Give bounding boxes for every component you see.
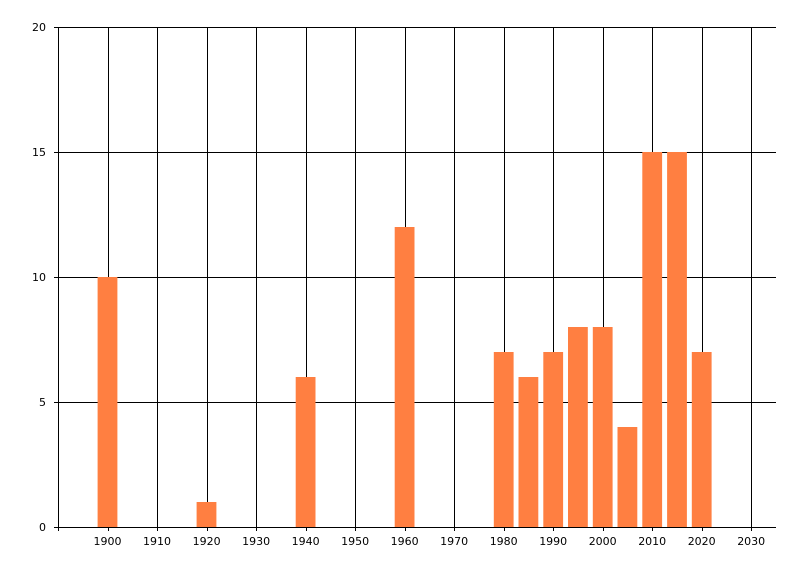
bar [493, 352, 514, 527]
bar [543, 352, 564, 527]
bar [295, 377, 316, 527]
y-tick-label: 20 [32, 21, 46, 34]
x-tick-label: 1970 [440, 535, 468, 548]
x-tick-label: 2030 [737, 535, 765, 548]
x-tick-label: 1920 [193, 535, 221, 548]
bar [97, 277, 118, 527]
bar [196, 502, 217, 527]
axes [54, 27, 776, 531]
bar [642, 152, 663, 527]
x-tick-label: 1950 [341, 535, 369, 548]
bar [617, 427, 638, 527]
bar [592, 327, 613, 527]
bar [518, 377, 539, 527]
x-tick-label: 1980 [490, 535, 518, 548]
x-tick-label: 2000 [589, 535, 617, 548]
x-tick-label: 2020 [688, 535, 716, 548]
x-tick-label: 1930 [242, 535, 270, 548]
bar-series [97, 152, 712, 527]
x-axis-ticks: 1900 1910 1920 1930 1940 1950 1960 1970 1980 1990… [94, 535, 766, 548]
bar [667, 152, 687, 527]
bar [691, 352, 712, 527]
y-axis-ticks: 0 5 10 15 20 [32, 21, 46, 534]
bar [568, 327, 588, 527]
x-tick-label: 2010 [638, 535, 666, 548]
x-tick-label: 1900 [94, 535, 122, 548]
x-tick-label: 1940 [292, 535, 320, 548]
y-tick-label: 15 [32, 146, 46, 159]
y-tick-label: 10 [32, 271, 46, 284]
bar [394, 227, 415, 527]
y-tick-label: 5 [39, 396, 46, 409]
x-tick-label: 1990 [539, 535, 567, 548]
x-tick-label: 1960 [391, 535, 419, 548]
x-tick-label: 1910 [143, 535, 171, 548]
y-tick-label: 0 [39, 521, 46, 534]
